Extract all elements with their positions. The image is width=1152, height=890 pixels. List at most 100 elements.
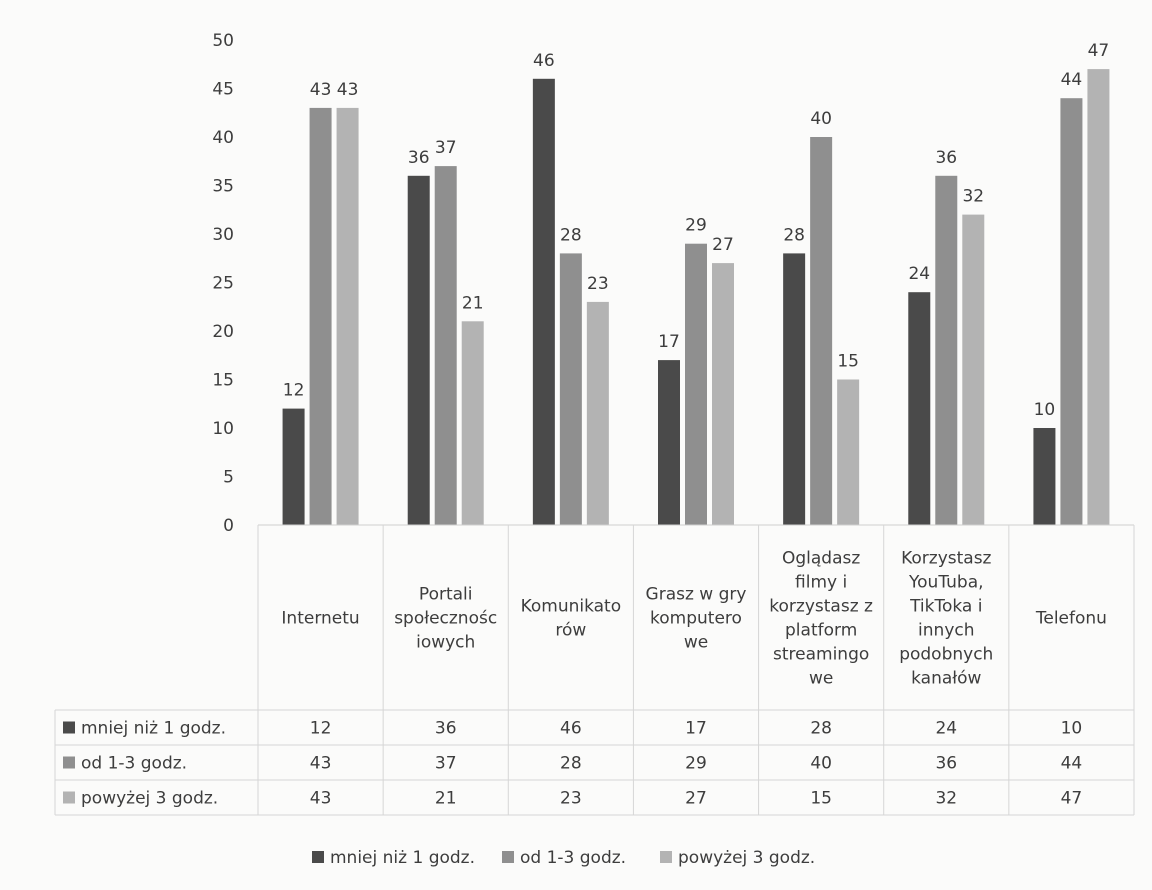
data-label: 24 [908, 264, 930, 284]
data-label: 36 [935, 148, 957, 168]
y-tick-label: 35 [212, 177, 234, 197]
data-label: 44 [1061, 70, 1083, 90]
data-label: 47 [1088, 41, 1110, 61]
table-cell: 27 [685, 789, 707, 809]
bar-3-2 [461, 321, 484, 525]
bar-2-7 [1060, 98, 1083, 525]
data-label: 28 [783, 225, 805, 245]
data-label: 23 [587, 274, 609, 294]
table-cell: 43 [310, 754, 332, 774]
table-cell: 44 [1061, 754, 1083, 774]
category-label: YouTuba, [908, 573, 984, 593]
table-series-swatch [63, 791, 75, 804]
y-tick-label: 45 [212, 80, 234, 100]
legend-swatch [660, 851, 672, 863]
category-label: innych [918, 621, 974, 641]
table-cell: 24 [935, 719, 957, 739]
data-label: 36 [408, 148, 430, 168]
category-label: Komunikato [521, 597, 622, 617]
data-label: 10 [1034, 400, 1056, 420]
table-cell: 36 [435, 719, 457, 739]
y-tick-label: 50 [212, 31, 234, 51]
bar-1-1 [282, 408, 305, 525]
y-tick-label: 0 [223, 516, 234, 536]
category-label: Grasz w gry [646, 585, 747, 605]
category-label: Telefonu [1035, 609, 1107, 629]
table-cell: 37 [435, 754, 457, 774]
table-cell: 23 [560, 789, 582, 809]
legend: mniej niż 1 godz. od 1-3 godz. powyżej 3 g… [312, 848, 815, 868]
y-tick-label: 20 [212, 322, 234, 342]
data-label: 28 [560, 225, 582, 245]
bar-2-3 [559, 253, 582, 525]
legend-label: od 1-3 godz. [520, 848, 626, 868]
table-cell: 28 [560, 754, 582, 774]
category-label: podobnych [899, 645, 993, 665]
bar-1-6 [908, 292, 931, 525]
table-series-swatch [63, 756, 75, 769]
category-label: kanałów [911, 669, 981, 689]
legend-swatch [312, 851, 324, 863]
table-cell: 10 [1061, 719, 1083, 739]
category-label: rów [555, 621, 586, 641]
data-label: 46 [533, 51, 555, 71]
category-label: społecznośc [394, 609, 497, 629]
y-tick-label: 10 [212, 419, 234, 439]
table-cell: 17 [685, 719, 707, 739]
y-tick-label: 15 [212, 371, 234, 391]
category-label: streamingo [773, 645, 869, 665]
bar-3-3 [586, 301, 609, 525]
bar-2-4 [685, 243, 707, 525]
bar-2-6 [935, 175, 958, 526]
table-cell: 43 [310, 789, 332, 809]
bar-2-2 [434, 166, 457, 525]
table-cell: 28 [810, 719, 832, 739]
data-label: 37 [435, 138, 457, 158]
y-axis: 0 5 10 15 20 25 30 35 40 45 50 [212, 31, 234, 536]
bar-1-4 [658, 360, 680, 525]
bar-3-1 [336, 107, 359, 526]
table-cell: 46 [560, 719, 582, 739]
table-cell: 47 [1061, 789, 1083, 809]
bar-1-2 [407, 175, 430, 526]
category-label: komputero [650, 609, 742, 629]
plot-area [282, 69, 1110, 526]
bar-3-5 [837, 379, 860, 525]
category-label: Portali [419, 585, 473, 605]
category-label: korzystasz z [769, 597, 873, 617]
legend-swatch [502, 851, 514, 863]
table-series-label: powyżej 3 godz. [81, 789, 218, 809]
table-cell: 36 [935, 754, 957, 774]
y-tick-label: 25 [212, 274, 234, 294]
table-cell: 40 [810, 754, 832, 774]
category-label: filmy i [795, 573, 847, 593]
bar-2-1 [309, 107, 332, 526]
data-label: 12 [283, 381, 305, 401]
data-label: 21 [462, 293, 484, 313]
category-label: Korzystasz [901, 549, 991, 569]
data-label: 17 [658, 332, 680, 352]
category-label: Oglądasz [782, 549, 860, 569]
bar-2-5 [810, 137, 833, 525]
bar-3-7 [1087, 69, 1110, 525]
legend-label: powyżej 3 godz. [678, 848, 815, 868]
category-label: we [809, 669, 833, 689]
data-label: 15 [837, 352, 859, 372]
table-series-label: od 1-3 godz. [81, 754, 187, 774]
bar-1-7 [1033, 428, 1056, 525]
data-label: 43 [310, 80, 332, 100]
y-tick-label: 40 [212, 128, 234, 148]
table-cell: 21 [435, 789, 457, 809]
category-label: iowych [416, 633, 475, 653]
table-series-label: mniej niż 1 godz. [81, 719, 226, 739]
legend-label: mniej niż 1 godz. [330, 848, 475, 868]
category-label: we [684, 633, 708, 653]
y-tick-label: 30 [212, 225, 234, 245]
data-table: Internetu Portali społecznośc iowych Komunik… [54, 524, 1135, 816]
data-label: 32 [962, 187, 984, 207]
bar-3-4 [712, 263, 734, 525]
table-cell: 15 [810, 789, 832, 809]
category-label: platform [785, 621, 857, 641]
bar-1-3 [532, 78, 555, 526]
